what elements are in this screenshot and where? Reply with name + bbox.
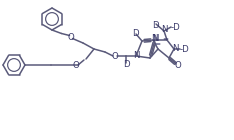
Text: O: O (68, 32, 74, 41)
Text: -D: -D (179, 45, 189, 53)
Text: N: N (133, 51, 139, 60)
Text: N: N (161, 25, 167, 34)
Text: O: O (175, 60, 181, 69)
Text: D: D (152, 20, 158, 30)
Text: N: N (172, 44, 178, 52)
Text: =: = (154, 41, 160, 47)
Text: N: N (152, 34, 158, 43)
Text: D: D (123, 60, 129, 68)
Text: O: O (73, 60, 79, 69)
Text: -D: -D (170, 23, 180, 32)
Text: N: N (151, 34, 157, 43)
Text: =: = (162, 36, 168, 42)
Text: O: O (112, 52, 118, 60)
Text: D: D (132, 29, 138, 38)
